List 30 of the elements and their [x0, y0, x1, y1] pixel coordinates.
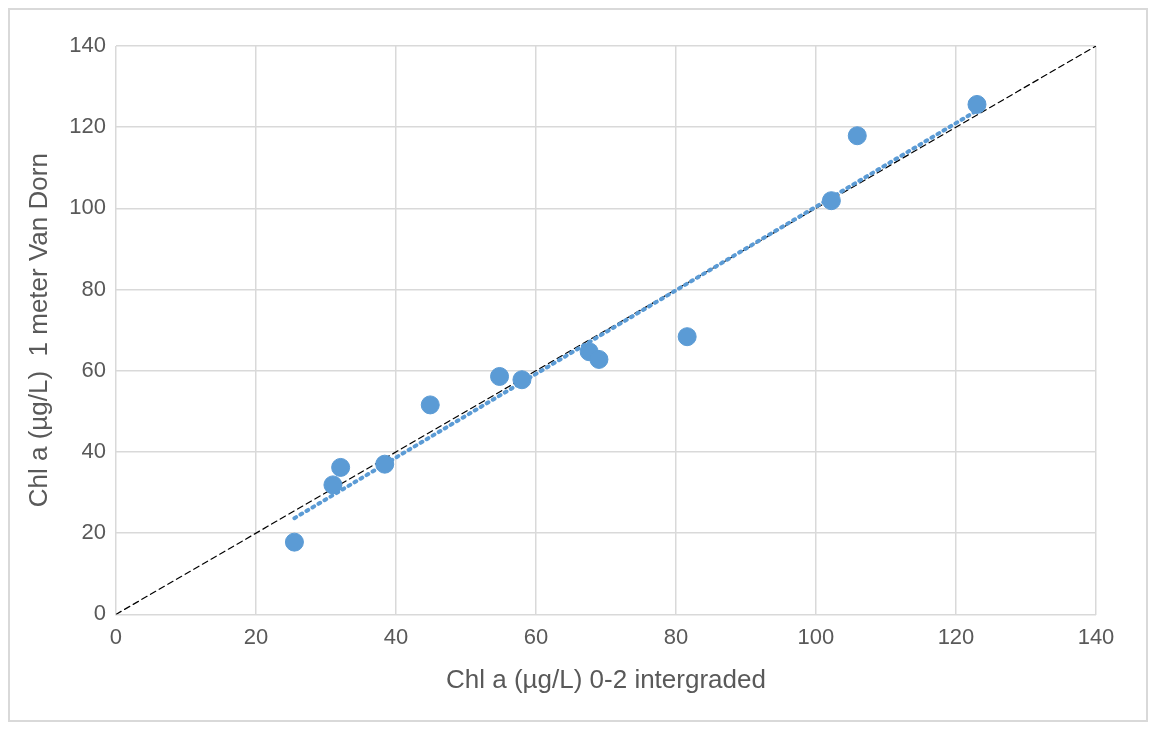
- point: [284, 532, 304, 552]
- y-tick-label: 40: [81, 438, 106, 464]
- point: [589, 349, 609, 369]
- y-tick-label: 0: [93, 600, 106, 626]
- y-tick-label: 60: [81, 356, 106, 382]
- x-tick-label: 140: [1077, 623, 1115, 649]
- y-tick-label: 120: [69, 113, 106, 139]
- x-tick-label: 20: [243, 623, 269, 649]
- point: [490, 366, 510, 386]
- point: [512, 370, 532, 390]
- point: [677, 327, 697, 347]
- point: [331, 457, 351, 477]
- x-tick-label: 0: [109, 623, 123, 649]
- y-tick-label: 100: [69, 194, 106, 220]
- x-tick-label: 80: [663, 623, 689, 649]
- y-tick-label: 140: [69, 32, 106, 58]
- y-axis-title: Chl a (µg/L) 1 meter Van Dorn: [22, 153, 53, 508]
- x-tick-label: 40: [383, 623, 409, 649]
- x-tick-label: 60: [523, 623, 549, 649]
- x-tick-label: 100: [797, 623, 835, 649]
- y-tick-label: 80: [81, 275, 106, 301]
- point: [375, 454, 395, 474]
- point: [323, 475, 343, 495]
- point: [420, 395, 440, 415]
- point: [967, 94, 987, 114]
- x-tick-label: 120: [937, 623, 975, 649]
- point: [821, 191, 841, 211]
- x-axis-title: Chl a (µg/L) 0-2 intergraded: [445, 663, 766, 694]
- y-tick-label: 20: [81, 519, 106, 545]
- point: [847, 126, 867, 146]
